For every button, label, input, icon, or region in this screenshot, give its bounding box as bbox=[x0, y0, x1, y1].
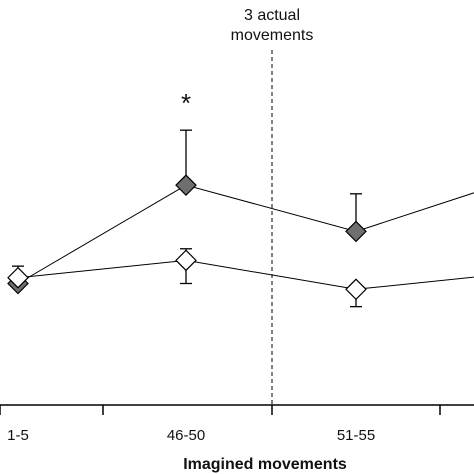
series-1-point-1 bbox=[175, 249, 197, 272]
series-0-point-1 bbox=[175, 174, 197, 196]
x-tick-label-0: 1-5 bbox=[7, 427, 29, 444]
series-0 bbox=[7, 129, 474, 295]
series-0-line bbox=[17, 184, 474, 284]
annotation-actual-movements-line1: 3 actual bbox=[244, 7, 300, 24]
series-1-point-2 bbox=[345, 278, 367, 301]
chart-axes bbox=[0, 404, 474, 415]
series-1-point-0 bbox=[7, 266, 29, 289]
annotation-actual-movements-line2: movements bbox=[231, 27, 314, 44]
series-0-point-2 bbox=[345, 220, 367, 243]
series-1 bbox=[7, 248, 474, 308]
x-tick-label-2: 51-55 bbox=[337, 427, 375, 444]
significance-star: * bbox=[181, 88, 191, 118]
chart-series bbox=[7, 129, 474, 308]
series-1-line bbox=[17, 259, 474, 290]
x-tick-labels: 1-5 46-50 51-55 bbox=[7, 427, 375, 444]
x-tick-label-1: 46-50 bbox=[167, 427, 205, 444]
x-axis-label: Imagined movements bbox=[183, 456, 347, 473]
